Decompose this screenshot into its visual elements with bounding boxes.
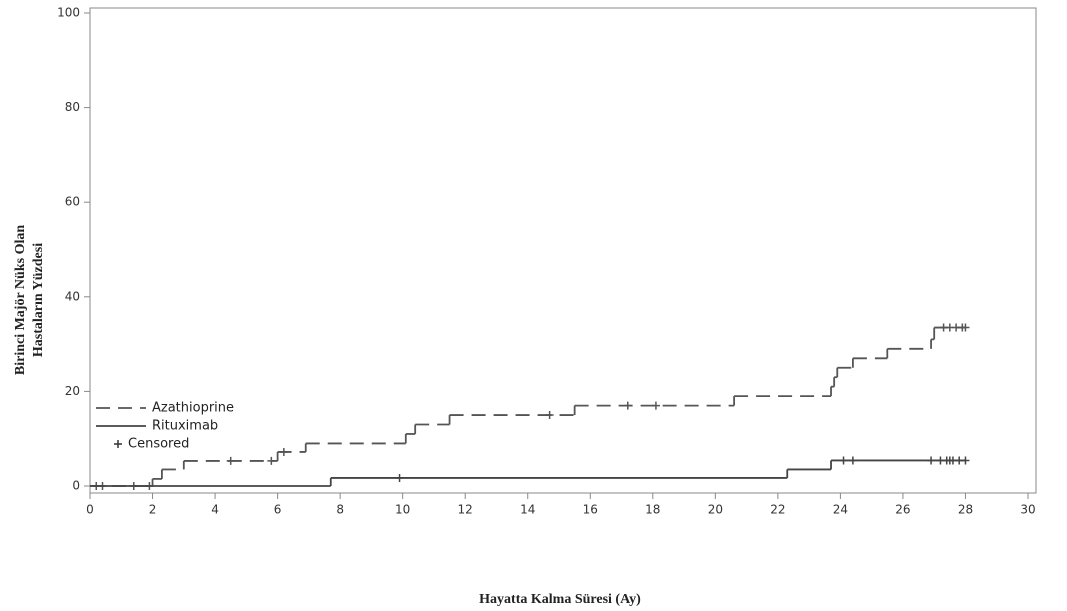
censor-mark (961, 323, 970, 332)
legend-label: Rituximab (152, 419, 218, 434)
y-tick-label: 60 (65, 195, 80, 209)
x-tick-label: 24 (833, 503, 848, 517)
censor-mark (961, 456, 970, 465)
censor-mark (839, 456, 848, 465)
legend-label: Censored (128, 437, 189, 452)
censor-mark (651, 401, 660, 410)
y-axis-label: Hastaların Yüzdesi (31, 243, 46, 357)
x-tick-label: 16 (583, 503, 598, 517)
x-tick-label: 8 (336, 503, 344, 517)
y-tick-label: 0 (72, 479, 80, 493)
x-tick-label: 10 (395, 503, 410, 517)
plot-frame (89, 7, 1037, 494)
y-tick-label: 80 (65, 100, 80, 114)
y-axis-label: Birinci Majör Nüks Olan (13, 225, 28, 375)
y-tick-label: 100 (57, 6, 80, 20)
x-tick-label: 18 (645, 503, 660, 517)
censor-mark (395, 473, 404, 482)
x-tick-label: 28 (958, 503, 973, 517)
y-tick-label: 20 (65, 384, 80, 398)
x-tick-label: 20 (708, 503, 723, 517)
legend-censor-mark (114, 440, 122, 448)
censor-mark (279, 447, 288, 456)
x-tick-label: 14 (520, 503, 535, 517)
x-tick-label: 30 (1020, 503, 1035, 517)
censor-mark (226, 456, 235, 465)
x-tick-label: 2 (149, 503, 157, 517)
x-tick-label: 0 (86, 503, 94, 517)
y-tick-label: 40 (65, 289, 80, 303)
censor-mark (267, 456, 276, 465)
censor-mark (927, 456, 936, 465)
x-axis-label: Hayatta Kalma Süresi (Ay) (479, 592, 641, 607)
x-tick-label: 6 (274, 503, 282, 517)
censor-mark (848, 456, 857, 465)
censor-mark (623, 401, 632, 410)
x-tick-label: 12 (458, 503, 473, 517)
censor-mark (545, 411, 554, 420)
x-tick-label: 4 (211, 503, 219, 517)
x-tick-label: 22 (770, 503, 785, 517)
legend-label: Azathioprine (152, 401, 234, 416)
x-tick-label: 26 (895, 503, 910, 517)
